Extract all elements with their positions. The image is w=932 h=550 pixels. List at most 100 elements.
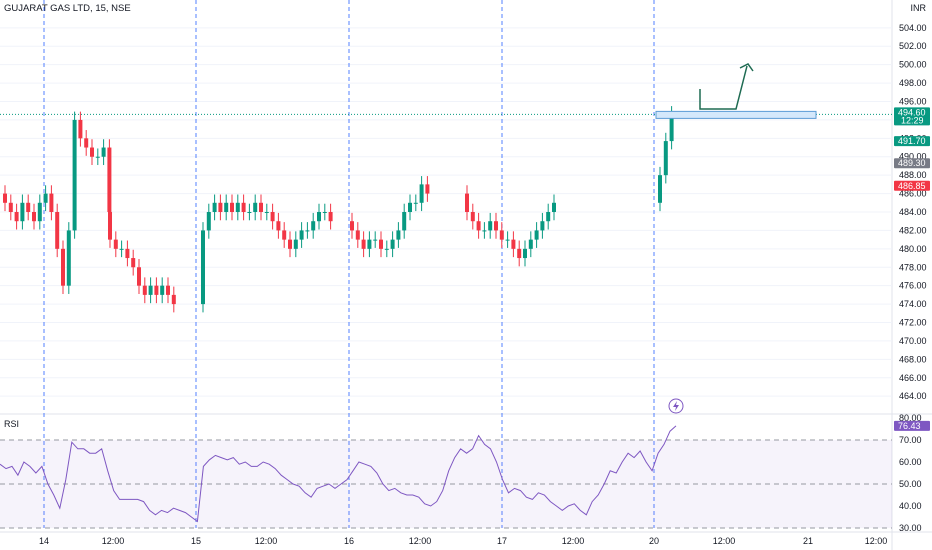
candle-body (305, 230, 310, 232)
price-tick-label: 484.00 (899, 207, 927, 217)
candle-body (14, 212, 19, 222)
time-axis[interactable]: 14 12:00 15 12:00 16 12:00 17 12:00 20 12:00 21 12:… (39, 536, 887, 546)
candle-body (119, 248, 124, 250)
price-tick-label: 496.00 (899, 96, 927, 106)
candle-body (20, 202, 25, 222)
price-tick-label: 470.00 (899, 336, 927, 346)
price-tag-label: 494.60 (898, 107, 926, 117)
candle-body (8, 202, 13, 212)
price-tick-label: 472.00 (899, 318, 927, 328)
rsi-tick-label: 40.00 (899, 501, 922, 511)
price-tick-label: 466.00 (899, 373, 927, 383)
price-tick-label: 478.00 (899, 262, 927, 272)
candle-body (247, 212, 252, 213)
candle-body (78, 119, 83, 139)
candle-body (361, 239, 366, 249)
candle-body (669, 114, 674, 142)
candle-body (154, 285, 159, 295)
chart-drawings (0, 63, 892, 414)
candle-body (95, 156, 100, 158)
candle-body (270, 212, 275, 222)
price-tag-label: 489.30 (898, 158, 926, 168)
candle-body (379, 239, 383, 249)
rsi-tick-label: 80.00 (899, 413, 922, 423)
price-tick-label: 486.00 (899, 189, 927, 199)
candle-body (328, 212, 333, 222)
time-tick-label: 16 (344, 536, 354, 546)
time-tick-label: 12:00 (865, 536, 888, 546)
candle-body (390, 239, 395, 249)
rsi-tick-label: 50.00 (899, 479, 922, 489)
candle-body (264, 212, 269, 213)
candle-body (552, 202, 556, 212)
candle-body (206, 212, 211, 231)
session-breaks (43, 0, 655, 528)
price-tick-label: 504.00 (899, 23, 927, 33)
candle-body (402, 212, 407, 231)
candle-body (476, 221, 481, 231)
price-tick-label: 502.00 (899, 41, 927, 51)
candle-body (160, 285, 165, 295)
candle-body (419, 184, 424, 203)
candle-body (49, 193, 54, 212)
candle-body (534, 230, 539, 240)
candle-body (43, 193, 48, 203)
rsi-pane (0, 425, 892, 529)
price-tag-label: 486.85 (898, 181, 926, 191)
price-tick-label: 500.00 (899, 60, 927, 70)
candle-body (482, 230, 487, 232)
candle-body (230, 202, 234, 212)
candle-body (108, 212, 112, 240)
price-axis[interactable]: 504.00502.00500.00498.00496.00494.00492.… (899, 23, 927, 533)
projection-arrowhead (739, 63, 754, 72)
time-tick-label: 20 (649, 536, 659, 546)
time-tick-label: 12:00 (255, 536, 278, 546)
candle-body (32, 212, 36, 222)
candle-body (107, 147, 112, 212)
time-tick-label: 14 (39, 536, 49, 546)
candle-body (282, 230, 287, 240)
candle-body (113, 239, 118, 249)
candle-body (299, 230, 304, 240)
candle-body (488, 221, 493, 231)
rsi-indicator-label[interactable]: RSI (4, 419, 20, 429)
candle-body (470, 212, 475, 222)
candle-body (499, 230, 504, 240)
price-tag-box (894, 158, 930, 169)
candle-body (101, 147, 106, 157)
candle-body (253, 202, 258, 212)
candle-body (171, 294, 176, 305)
candle-body (241, 202, 246, 212)
candle-body (523, 248, 527, 259)
price-tick-label: 474.00 (899, 299, 927, 309)
rsi-tick-label: 60.00 (899, 457, 922, 467)
candle-body (425, 184, 430, 194)
candle-body (517, 248, 522, 259)
candle-body (413, 202, 418, 204)
currency-label: INR (910, 3, 927, 13)
candle-body (658, 175, 662, 203)
candle-body (148, 285, 153, 295)
candle-body (494, 221, 498, 231)
price-tag-box (894, 107, 930, 126)
time-tick-label: 21 (803, 536, 813, 546)
lightning-icon (668, 398, 684, 414)
candle-body (311, 221, 316, 231)
resistance-zone (655, 110, 817, 119)
rsi-line (0, 425, 677, 523)
price-tag-box (894, 136, 930, 147)
candle-body (408, 202, 412, 212)
price-tag-label: 491.70 (898, 136, 926, 146)
price-tag-box (894, 180, 930, 191)
candle-body (384, 248, 389, 250)
candle-body (137, 267, 141, 286)
candle-body (224, 202, 229, 212)
candle-body (322, 212, 327, 213)
candle-body (90, 147, 94, 157)
candle-body (235, 202, 240, 212)
candle-body (396, 230, 401, 240)
rsi-tag-box (894, 420, 930, 431)
